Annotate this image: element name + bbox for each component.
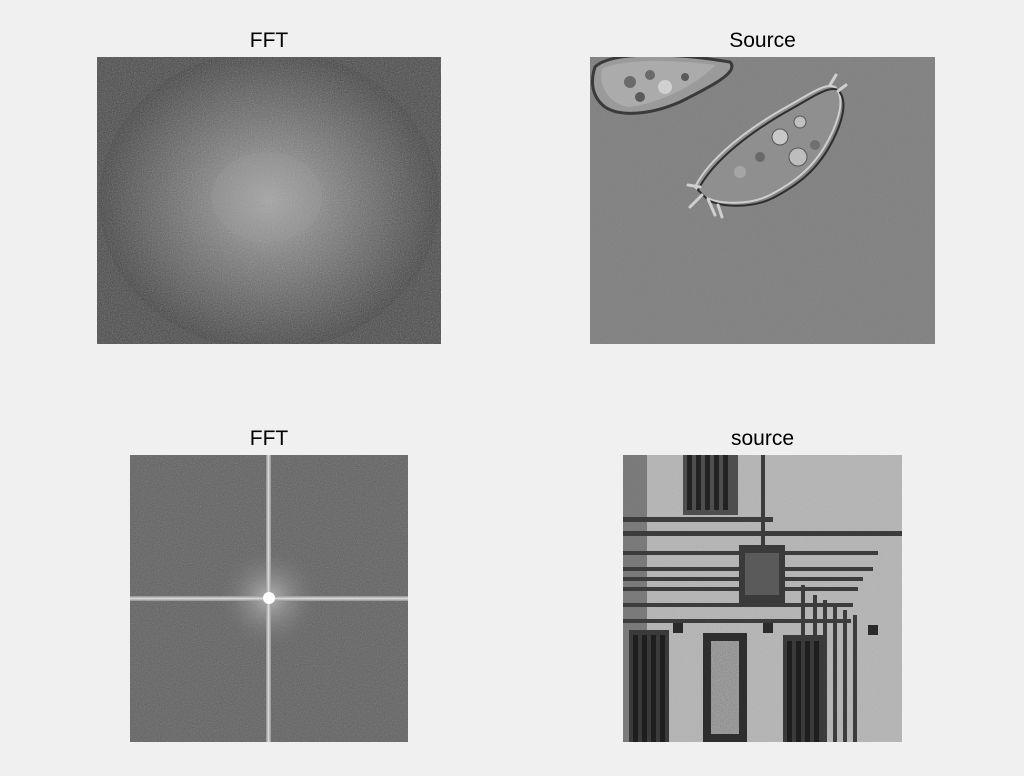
fft-panel-bottom: FFT [130,427,408,742]
fft-panel-top: FFT [97,29,441,344]
panel-title: FFT [249,29,289,52]
fft-spectrum-image-1 [97,57,441,344]
circuit-source-image [623,455,902,742]
amoeba-source-image [590,57,935,344]
panel-title: Source [729,29,796,52]
panel-title: source [730,427,795,450]
panel-title: FFT [249,427,289,450]
source-panel-top: Source [590,29,935,344]
fft-spectrum-image-2 [130,455,408,742]
source-panel-bottom: source [623,427,902,742]
